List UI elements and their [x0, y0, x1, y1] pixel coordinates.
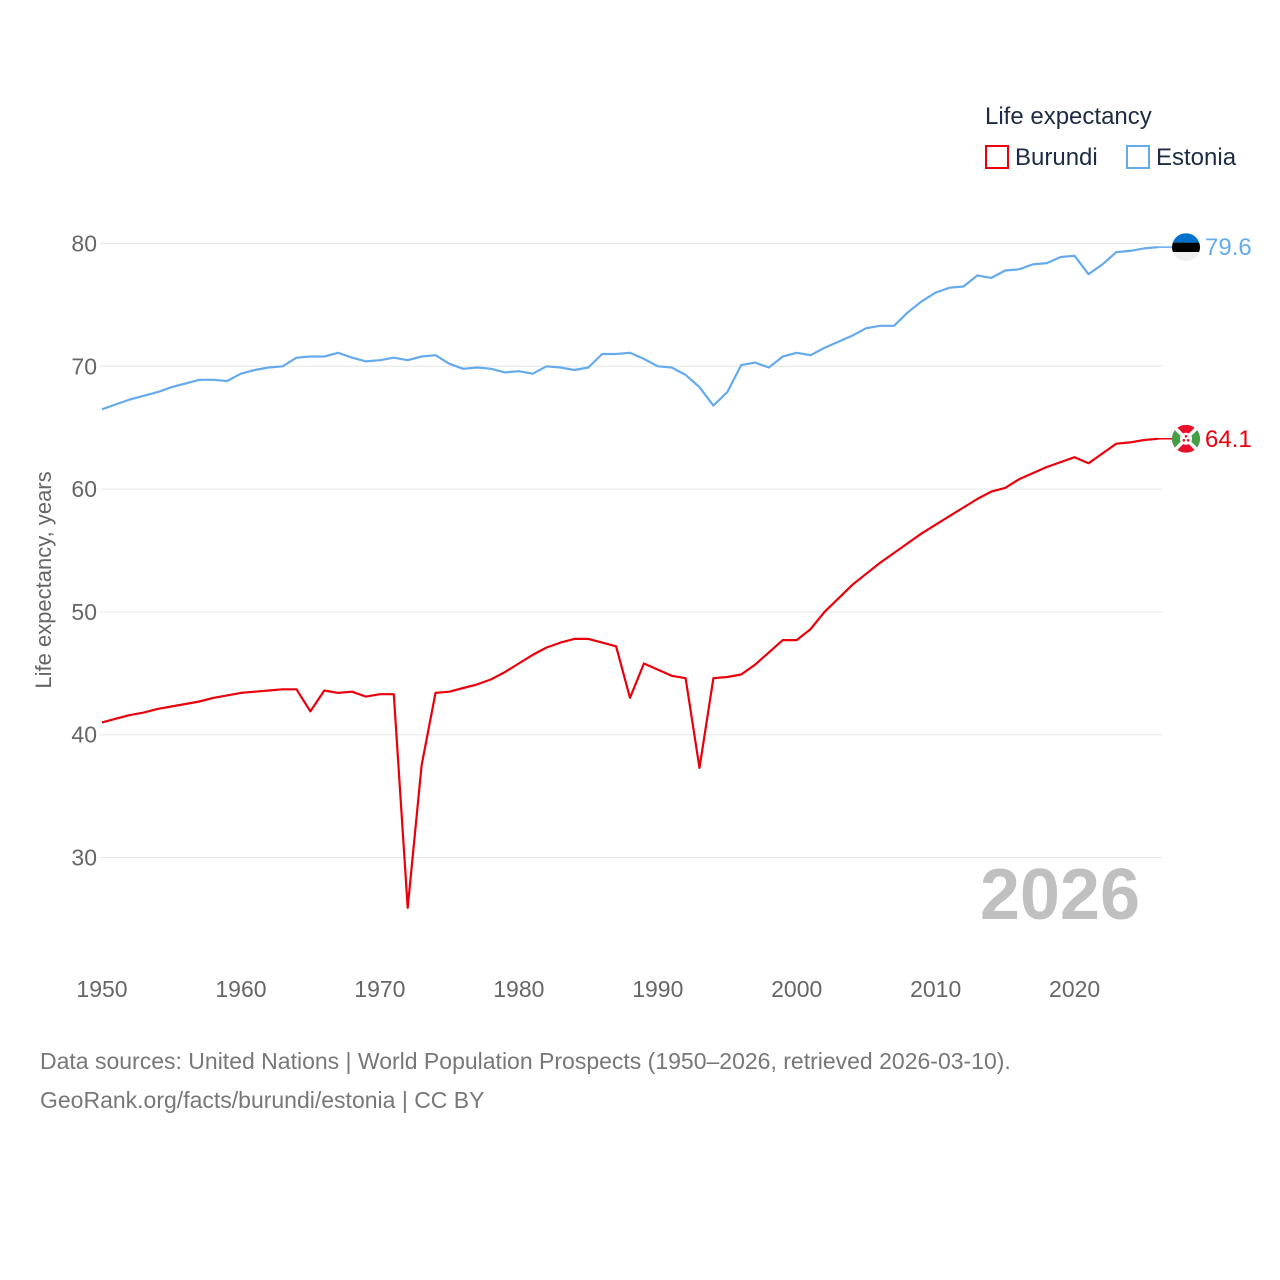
end-label-burundi: 64.1 [1205, 426, 1252, 453]
source-note: Data sources: United Nations | World Pop… [40, 1042, 1011, 1120]
y-tick-label: 40 [71, 722, 97, 748]
y-tick-label: 60 [71, 476, 97, 502]
x-tick-label: 1980 [493, 976, 544, 1002]
legend-label-estonia: Estonia [1156, 144, 1237, 171]
x-tick-label: 2020 [1049, 976, 1100, 1002]
source-line-1: Data sources: United Nations | World Pop… [40, 1048, 1011, 1074]
grid [100, 243, 1162, 858]
end-label-estonia: 79.6 [1205, 234, 1252, 261]
y-axis-ticks: 30 40 50 60 70 80 [71, 231, 97, 871]
y-tick-label: 30 [71, 845, 97, 871]
x-tick-label: 1950 [76, 976, 127, 1002]
legend-title: Life expectancy [985, 103, 1152, 130]
end-marker-burundi: 64.1 [1172, 424, 1252, 453]
y-tick-label: 70 [71, 353, 97, 379]
end-marker-estonia: 79.6 [1172, 233, 1252, 261]
y-axis-label: Life expectancy, years [31, 471, 56, 688]
y-tick-label: 80 [71, 231, 97, 257]
estonia-flag [1172, 233, 1200, 262]
x-tick-label: 2010 [910, 976, 961, 1002]
legend-item-burundi[interactable]: Burundi [985, 144, 1098, 171]
y-tick-label: 50 [71, 599, 97, 625]
legend-label-burundi: Burundi [1015, 144, 1098, 171]
x-tick-label: 1970 [354, 976, 405, 1002]
series-line-burundi[interactable] [101, 437, 1159, 909]
legend-item-estonia[interactable]: Estonia [1126, 144, 1237, 171]
legend-swatch-burundi [985, 145, 1009, 169]
x-tick-label: 2000 [771, 976, 822, 1002]
legend-swatch-estonia [1126, 145, 1150, 169]
x-tick-label: 1990 [632, 976, 683, 1002]
source-line-2[interactable]: GeoRank.org/facts/burundi/estonia | CC B… [40, 1087, 485, 1113]
year-watermark: 2026 [980, 855, 1140, 935]
x-axis-ticks: 1950 1960 1970 1980 1990 2000 2010 2020 [76, 976, 1100, 1002]
burundi-flag [1172, 424, 1200, 453]
x-tick-label: 1960 [215, 976, 266, 1002]
series-line-estonia[interactable] [101, 246, 1159, 411]
series-lines [101, 246, 1186, 909]
